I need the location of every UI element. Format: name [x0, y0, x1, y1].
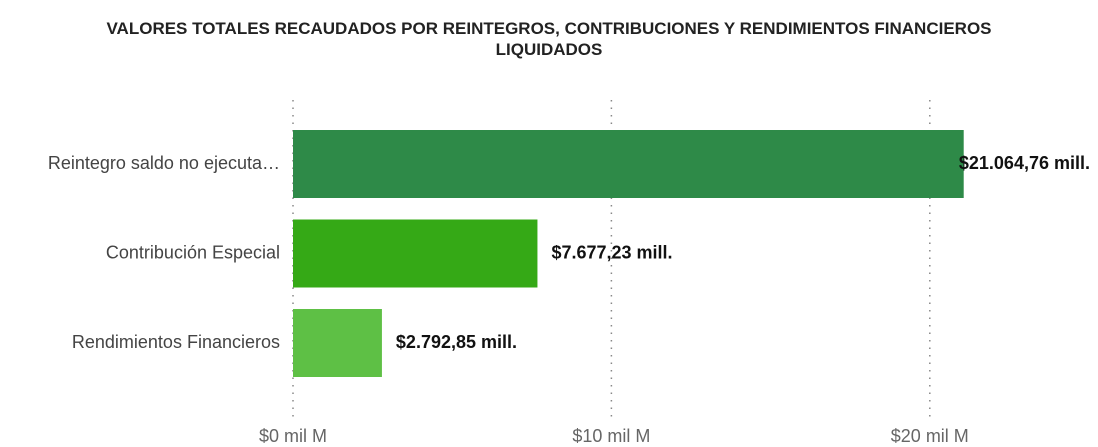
value-label: $21.064,76 mill.: [959, 153, 1090, 173]
x-tick-label: $10 mil M: [572, 426, 650, 446]
value-label: $2.792,85 mill.: [396, 332, 517, 352]
bar: [293, 130, 964, 198]
chart-title: VALORES TOTALES RECAUDADOS POR REINTEGRO…: [106, 19, 992, 59]
value-label: $7.677,23 mill.: [551, 242, 672, 262]
category-label: Rendimientos Financieros: [72, 332, 280, 352]
bar: [293, 309, 382, 377]
x-tick-label: $20 mil M: [891, 426, 969, 446]
category-label: Reintegro saldo no ejecuta…: [48, 153, 280, 173]
category-label: Contribución Especial: [106, 242, 280, 262]
x-tick-label: $0 mil M: [259, 426, 327, 446]
bar: [293, 219, 538, 288]
